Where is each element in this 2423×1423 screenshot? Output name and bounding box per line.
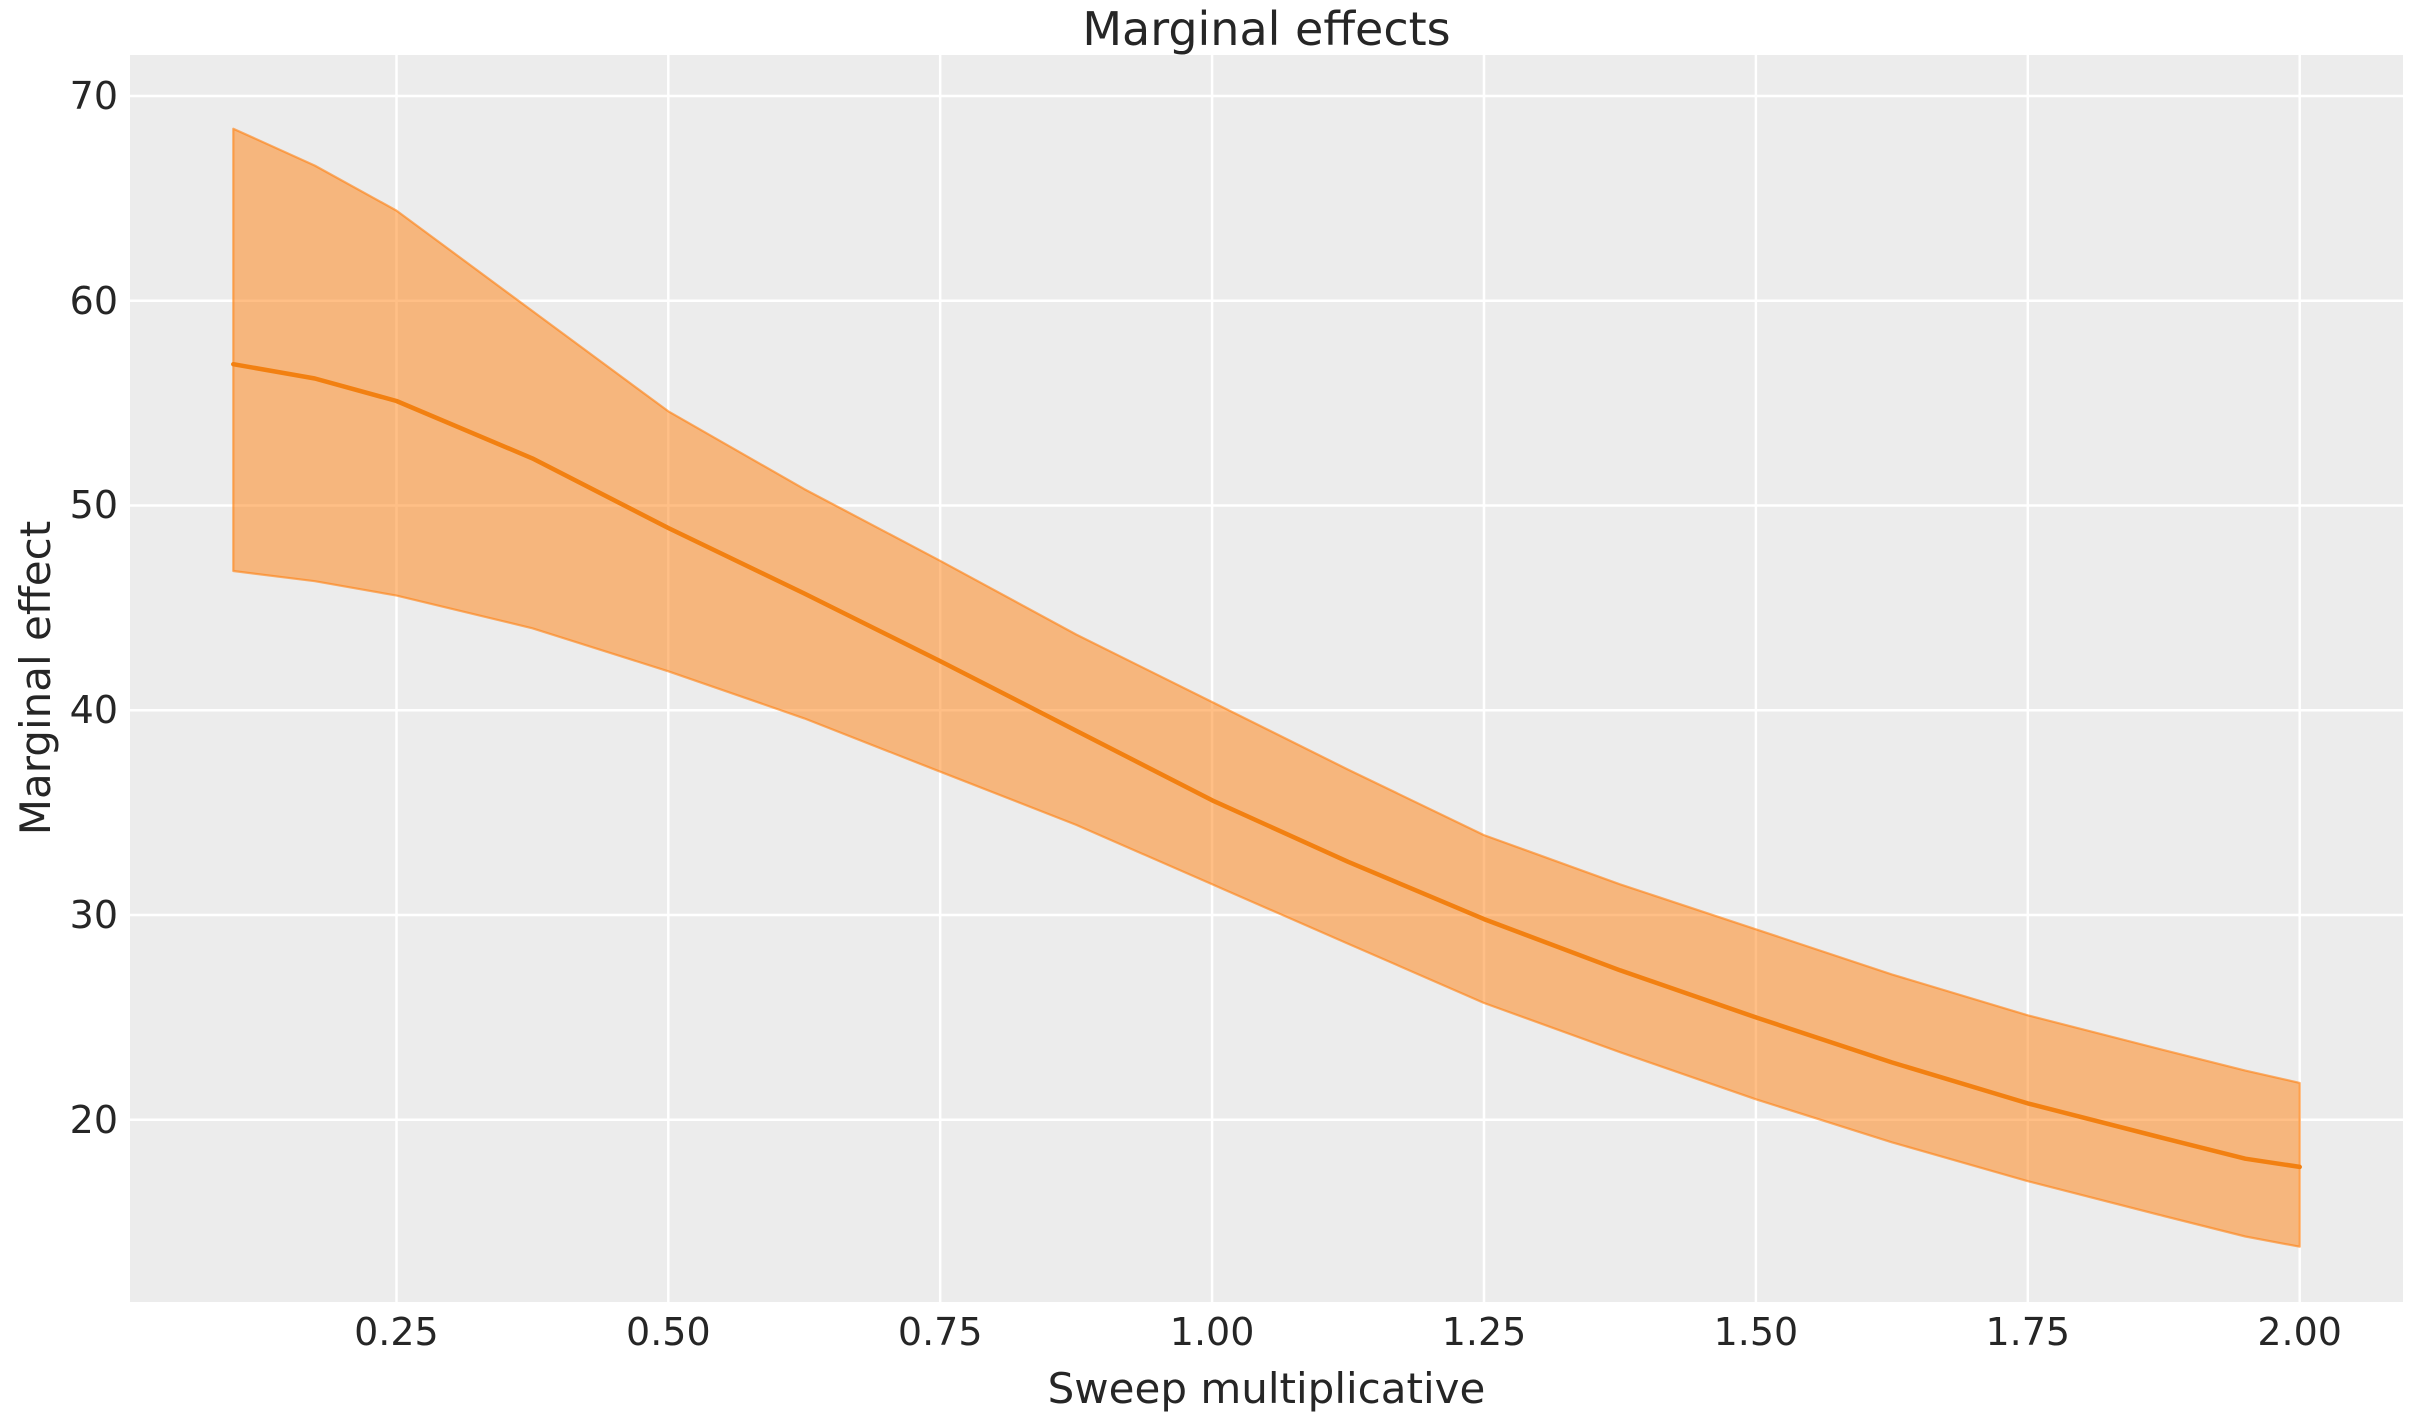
x-axis-tick-label: 1.50 xyxy=(1713,1310,1799,1354)
y-axis-tick-label: 60 xyxy=(69,278,118,323)
x-axis-tick-label: 1.25 xyxy=(1441,1310,1527,1354)
y-axis-tick-label: 30 xyxy=(69,893,118,937)
plot-area xyxy=(130,55,2403,1302)
x-axis-tick-label: 0.75 xyxy=(897,1310,983,1354)
x-axis-tick-label: 1.00 xyxy=(1169,1310,1255,1354)
y-axis-tick-label: 40 xyxy=(69,688,118,733)
y-axis-tick-label: 20 xyxy=(69,1097,118,1142)
mean-line xyxy=(231,361,2302,1170)
x-axis-tick-label: 2.00 xyxy=(2257,1310,2342,1354)
plot-title: Marginal effects xyxy=(1082,2,1451,56)
x-axis-tick-label: 0.25 xyxy=(354,1310,439,1354)
x-axis-tick-label: 1.75 xyxy=(1985,1310,2071,1354)
y-axis-label: Marginal effect xyxy=(11,520,60,836)
x-axis-label: Sweep multiplicative xyxy=(1047,1364,1486,1413)
y-axis-tick-label: 70 xyxy=(69,73,118,118)
confidence-band xyxy=(232,127,2301,1248)
y-axis-tick-label: 50 xyxy=(69,483,118,528)
x-axis-tick-label: 0.50 xyxy=(626,1310,711,1354)
